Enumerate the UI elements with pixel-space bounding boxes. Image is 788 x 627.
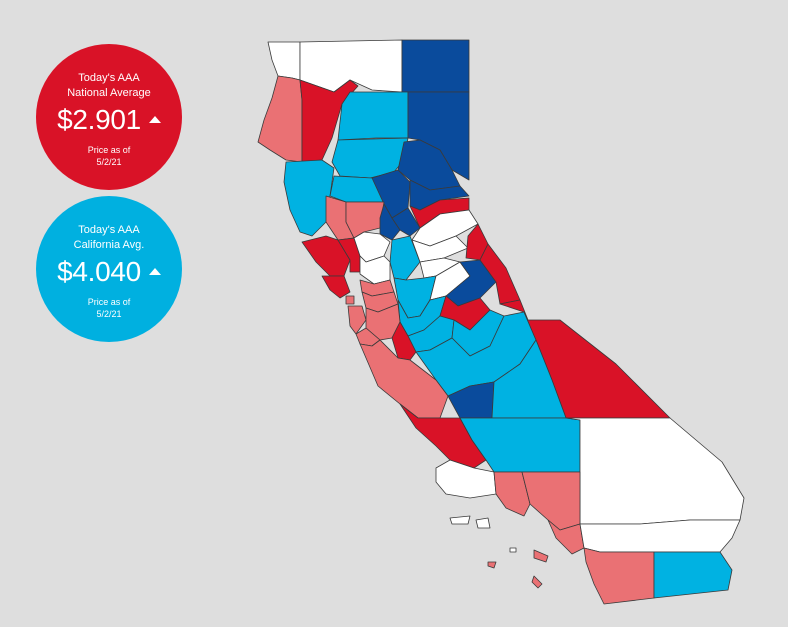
county-yuba[interactable] <box>391 207 421 237</box>
price-up-arrow-icon <box>148 267 161 275</box>
county-solano[interactable] <box>359 255 391 285</box>
county-sonoma[interactable] <box>301 235 351 277</box>
island-san-nicolas <box>487 561 497 569</box>
county-san-mateo[interactable] <box>347 305 367 335</box>
county-humboldt[interactable] <box>257 75 303 163</box>
price-up-arrow-icon <box>148 115 161 123</box>
county-mendocino[interactable] <box>283 159 335 237</box>
county-riverside[interactable] <box>579 519 741 553</box>
county-los-angeles[interactable] <box>521 471 581 531</box>
island-santa-cruz <box>475 517 491 529</box>
national-price-date: Price as of 5/2/21 <box>87 145 131 167</box>
california-average-price: $4.040 <box>57 256 141 287</box>
national-price-row: $2.901 <box>36 104 182 136</box>
county-monterey[interactable] <box>359 339 449 419</box>
california-average-title: Today's AAA California Avg. <box>73 224 145 251</box>
county-shasta[interactable] <box>337 91 409 141</box>
county-san-francisco[interactable] <box>345 295 355 305</box>
county-marin[interactable] <box>321 275 351 299</box>
national-average-title: Today's AAA National Average <box>67 72 151 99</box>
island-anacapa <box>509 547 517 553</box>
national-average-badge: Today's AAA National Average $2.901 Pric… <box>36 44 182 190</box>
california-price-date: Price as of 5/2/21 <box>87 297 131 319</box>
island-san-clemente <box>531 575 543 589</box>
county-san-diego[interactable] <box>583 547 655 605</box>
island-santa-catalina <box>533 549 549 563</box>
county-modoc[interactable] <box>401 39 470 93</box>
california-price-row: $4.040 <box>36 256 182 288</box>
california-average-badge: Today's AAA California Avg. $4.040 Price… <box>36 196 182 342</box>
county-imperial[interactable] <box>653 551 733 599</box>
island-santa-rosa <box>449 515 471 525</box>
county-santa-barbara[interactable] <box>435 459 497 499</box>
county-del-norte[interactable] <box>267 41 301 81</box>
national-average-price: $2.901 <box>57 104 141 135</box>
county-trinity[interactable] <box>299 79 359 163</box>
county-san-bernardino[interactable] <box>565 417 745 525</box>
